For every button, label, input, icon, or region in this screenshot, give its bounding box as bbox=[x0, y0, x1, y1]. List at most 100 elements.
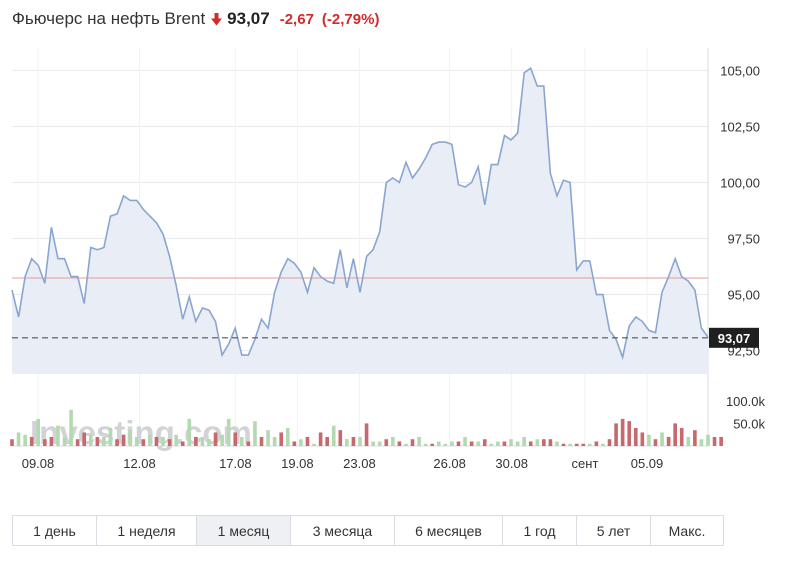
volume-bar bbox=[712, 436, 717, 446]
volume-bar bbox=[633, 427, 638, 446]
period-tab[interactable]: Макс. bbox=[668, 522, 706, 539]
volume-bar bbox=[601, 443, 605, 446]
volume-tick-label: 100.0k bbox=[726, 394, 766, 409]
period-tab[interactable]: 3 месяца bbox=[291, 516, 395, 545]
volume-bar bbox=[706, 434, 710, 446]
period-tab[interactable]: 5 лет bbox=[577, 516, 651, 545]
volume-bar bbox=[10, 439, 14, 446]
volume-bar bbox=[75, 439, 80, 446]
volume-bar bbox=[108, 427, 113, 446]
quote-header: Фьючерс на нефть Brent 93,07 -2,67 (-2,7… bbox=[12, 6, 379, 32]
volume-bar bbox=[266, 430, 270, 446]
x-tick-label: 17.08 bbox=[219, 456, 252, 470]
volume-bar bbox=[56, 425, 60, 446]
volume-bar bbox=[259, 436, 264, 446]
volume-bar bbox=[673, 423, 677, 446]
period-tab[interactable]: 1 год bbox=[503, 516, 577, 545]
volume-bar bbox=[410, 439, 415, 446]
volume-bar bbox=[82, 432, 87, 446]
volume-bar bbox=[141, 439, 146, 446]
volume-bar bbox=[679, 427, 684, 446]
volume-bar bbox=[88, 434, 93, 446]
y-tick-label: 102,50 bbox=[720, 119, 760, 134]
volume-bar bbox=[496, 441, 500, 446]
volume-bar bbox=[226, 418, 231, 446]
volume-bar bbox=[325, 436, 329, 446]
x-tick-label: 05.09 bbox=[631, 456, 664, 470]
last-price: 93,07 bbox=[227, 9, 270, 28]
volume-bar bbox=[456, 441, 461, 446]
volume-bar bbox=[377, 441, 382, 446]
volume-bar bbox=[574, 443, 579, 446]
price-change: -2,67 bbox=[279, 10, 314, 28]
x-tick-label: 30.08 bbox=[495, 456, 528, 470]
period-tab[interactable]: 1 неделя bbox=[97, 516, 197, 545]
period-tab[interactable]: 1 месяц bbox=[197, 516, 291, 545]
volume-bar bbox=[693, 430, 697, 446]
volume-bar bbox=[69, 409, 73, 446]
volume-bar bbox=[660, 432, 664, 446]
volume-bar bbox=[430, 443, 435, 446]
volume-bar bbox=[318, 432, 323, 446]
volume-bar bbox=[548, 439, 553, 446]
volume-bar bbox=[404, 443, 408, 446]
volume-bar bbox=[436, 441, 441, 446]
volume-bar bbox=[476, 441, 480, 446]
arrow-down-icon bbox=[211, 12, 223, 25]
volume-bar bbox=[200, 436, 205, 446]
volume-bar bbox=[345, 439, 349, 446]
volume-bar bbox=[305, 436, 310, 446]
volume-bar bbox=[653, 439, 658, 446]
volume-bar bbox=[148, 434, 152, 446]
volume-bar bbox=[482, 439, 487, 446]
volume-bar bbox=[246, 441, 251, 446]
volume-bar bbox=[588, 443, 592, 446]
volume-bar bbox=[299, 439, 303, 446]
volume-bar bbox=[581, 443, 586, 446]
volume-tick-label: 50.0k bbox=[733, 416, 765, 431]
instrument-title: Фьючерс на нефть Brent bbox=[12, 9, 206, 28]
x-tick-label: 09.08 bbox=[22, 456, 55, 470]
volume-bar bbox=[174, 434, 178, 446]
volume-bar bbox=[463, 436, 467, 446]
volume-bar bbox=[279, 432, 284, 446]
volume-bar bbox=[134, 436, 139, 446]
volume-bar bbox=[666, 436, 671, 446]
period-selector: 1 день 1 неделя 1 месяц 3 месяца 6 месяцев 1 … bbox=[12, 515, 724, 546]
volume-bar bbox=[620, 418, 625, 446]
volume-bar bbox=[115, 439, 119, 446]
volume-bar bbox=[561, 443, 566, 446]
x-tick-label: сент bbox=[572, 456, 599, 470]
volume-bar bbox=[555, 441, 559, 446]
volume-bar bbox=[423, 443, 428, 446]
volume-bar bbox=[331, 425, 336, 446]
volume-bar bbox=[62, 436, 67, 446]
period-tab[interactable]: 6 месяцев bbox=[395, 516, 503, 545]
volume-bar bbox=[640, 432, 645, 446]
volume-bar bbox=[272, 436, 277, 446]
volume-bar bbox=[338, 430, 343, 446]
volume-bar bbox=[233, 432, 238, 446]
volume-bar bbox=[240, 436, 244, 446]
y-tick-label: 95,00 bbox=[727, 288, 760, 303]
volume-bar bbox=[535, 439, 540, 446]
volume-bar bbox=[36, 418, 41, 446]
volume-bar bbox=[167, 439, 172, 446]
volume-bar bbox=[489, 443, 494, 446]
volume-bar bbox=[568, 443, 572, 446]
volume-bar bbox=[351, 436, 356, 446]
x-tick-label: 12.08 bbox=[123, 456, 156, 470]
volume-bar bbox=[719, 436, 723, 446]
volume-bar bbox=[528, 441, 533, 446]
volume-bar bbox=[647, 434, 651, 446]
volume-bar bbox=[154, 436, 159, 446]
period-tab[interactable]: 1 день bbox=[13, 516, 97, 545]
volume-bar bbox=[285, 427, 290, 446]
volume-bar bbox=[364, 423, 369, 446]
volume-bar bbox=[312, 443, 316, 446]
volume-bar bbox=[450, 441, 454, 446]
volume-bar bbox=[614, 423, 618, 446]
volume-bar bbox=[180, 441, 185, 446]
volume-bar bbox=[542, 439, 546, 446]
